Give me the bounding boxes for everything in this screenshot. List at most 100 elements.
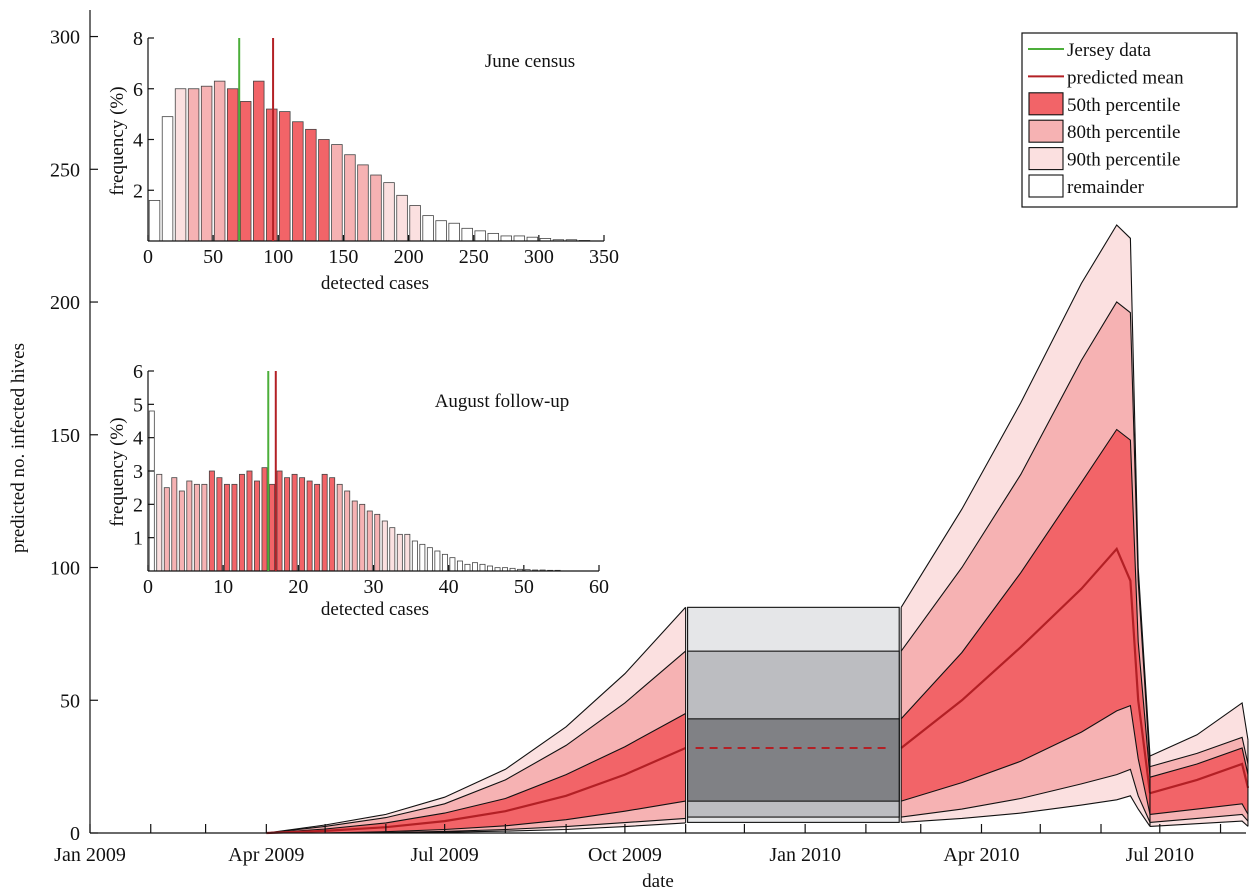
june-x-tick-label: 250 [459,246,489,268]
august-bar [261,467,268,572]
main-y-tick-label: 250 [50,159,80,181]
august-bar [148,410,155,572]
august-bar [472,562,478,572]
june-bar [148,199,161,242]
august-bar [464,563,471,572]
legend-label: 90th percentile [1067,150,1180,171]
legend-label: Jersey data [1067,40,1151,61]
june-y-tick-label: 6 [133,79,143,101]
main-y-tick-label: 300 [50,27,80,49]
main-y-tick-label: 50 [60,690,80,712]
august-bar [156,473,163,572]
august-x-tick-label: 60 [589,576,609,598]
predicted-mean-line [900,546,1152,794]
june-bar [161,116,174,242]
june-x-tick-label: 100 [263,246,293,268]
predicted-mean-line [1149,762,1250,795]
august-bar [404,533,411,572]
june-bar [331,144,343,242]
june-bar [370,174,382,242]
june-bar [318,139,330,242]
june-bar [461,227,473,242]
august-bar [381,520,388,572]
august-bar [171,477,178,572]
august-x-tick-label: 0 [143,576,153,598]
august-y-tick-label: 5 [133,394,143,416]
june-bar [344,154,356,242]
august-bar [336,483,343,572]
percentile-boundary-line [1149,813,1249,823]
percentile-boundary-line [901,704,1151,815]
main-y-axis-label: predicted no. infected hives [8,343,29,553]
june-title: June census [485,51,575,72]
main-x-tick-label: Jul 2009 [410,844,478,866]
main-x-tick-label: Apr 2010 [943,844,1019,866]
august-bar [216,477,223,572]
august-x-axis-label: detected cases [321,599,429,620]
inset-june-census: 2 4 6 8 0 50 100 150 200 250 300 350 June census de… [107,28,619,294]
june-bar [513,235,526,242]
august-bar [344,490,351,572]
august-bar [374,513,381,572]
august-bar [269,483,275,572]
june-x-tick-label: 50 [203,246,223,268]
august-y-tick-label: 4 [133,428,143,450]
june-bar [435,220,447,242]
august-bar [389,527,396,572]
august-bar [291,473,298,572]
august-bar [314,483,321,572]
main-x-tick-label: Apr 2009 [228,844,304,866]
june-bar [409,205,421,242]
legend-swatch-box [1028,119,1064,143]
june-y-tick-label: 4 [133,130,143,152]
june-bar [487,232,499,242]
june-bar [474,230,486,242]
main-x-axis-label: date [642,871,674,892]
band-50th-percentile [266,713,686,833]
june-bar [448,222,460,242]
winter-gap [687,606,900,823]
june-bar [213,80,226,242]
june-x-tick-label: 300 [524,246,554,268]
percentile-boundary-line [1149,820,1249,827]
main-x-tick-label: Jan 2010 [769,844,841,866]
june-bar [396,194,408,242]
legend-swatch-box [1028,92,1064,116]
august-bar [163,487,170,572]
august-bar [426,547,433,572]
august-bar [284,477,291,572]
august-x-tick-label: 20 [288,576,308,598]
june-bar [279,111,291,242]
august-bar [434,550,441,572]
june-x-axis-label: detected cases [321,273,429,294]
august-y-axis-label: frequency (%) [107,417,128,526]
main-y-tick-label: 0 [70,823,80,845]
june-bar [266,108,278,242]
august-bar [449,557,456,572]
percentile-boundary-line [901,795,1151,827]
august-bar [193,483,200,572]
legend-label: remainder [1067,177,1145,198]
legend-label: 50th percentile [1067,95,1180,116]
percentile-boundary-line [1149,701,1249,757]
august-x-tick-label: 50 [514,576,534,598]
percentile-boundary-line [266,713,686,834]
june-x-tick-label: 350 [589,246,619,268]
august-bar [411,540,418,572]
august-x-tick-label: 30 [364,576,384,598]
august-bar [351,500,358,572]
legend-swatch-box [1028,174,1064,198]
main-x-tick-label: Oct 2009 [588,844,662,866]
august-bar [231,483,238,572]
august-bar [254,480,260,572]
main-y-tick-label: 100 [50,558,80,580]
main-y-tick-label: 200 [50,292,80,314]
june-bar [422,215,434,242]
august-bar [366,510,373,572]
august-bar [223,483,230,572]
percentile-boundary-line [1149,736,1249,768]
legend-label: predicted mean [1067,67,1184,88]
